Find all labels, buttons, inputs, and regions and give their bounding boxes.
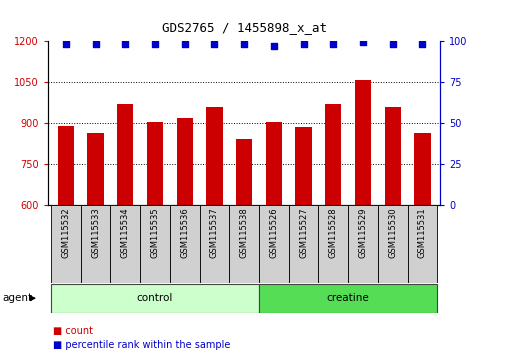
Bar [347,205,377,283]
Point [299,41,307,47]
Bar [407,205,436,283]
Point [62,41,70,47]
Text: creatine: creatine [326,293,369,303]
Text: GSM115535: GSM115535 [150,208,159,258]
Text: GSM115533: GSM115533 [91,208,100,258]
Bar [318,205,347,283]
Text: GSM115536: GSM115536 [180,208,189,258]
Point [121,41,129,47]
Point [180,41,188,47]
Bar [259,205,288,283]
Bar [354,80,370,205]
Text: GSM115526: GSM115526 [269,208,278,258]
Point [210,41,218,47]
Bar [265,122,281,205]
Bar [146,122,163,205]
Point [358,40,366,45]
Bar [377,205,407,283]
Text: GDS2765 / 1455898_x_at: GDS2765 / 1455898_x_at [161,21,326,34]
Point [269,43,277,48]
Bar [176,118,192,205]
Bar [259,284,436,313]
Bar [51,284,259,313]
Text: GSM115530: GSM115530 [387,208,396,258]
Text: agent: agent [3,293,33,303]
Point [91,41,99,47]
Text: ■ percentile rank within the sample: ■ percentile rank within the sample [53,340,230,350]
Bar [206,107,222,205]
Bar [51,205,81,283]
Bar [117,104,133,205]
Bar [235,139,252,205]
Bar [87,133,104,205]
Text: GSM115531: GSM115531 [417,208,426,258]
Text: GSM115528: GSM115528 [328,208,337,258]
Bar [288,205,318,283]
Bar [170,205,199,283]
Point [240,41,248,47]
Bar [324,104,341,205]
Bar [140,205,170,283]
Text: control: control [136,293,173,303]
Text: GSM115534: GSM115534 [121,208,130,258]
Bar [295,127,311,205]
Bar [81,205,110,283]
Point [418,41,426,47]
Text: GSM115538: GSM115538 [239,208,248,258]
Bar [58,126,74,205]
Point [388,41,396,47]
Text: ■ count: ■ count [53,326,93,336]
Point [150,41,159,47]
Bar [414,133,430,205]
Point [329,41,337,47]
Bar [384,107,400,205]
Text: GSM115529: GSM115529 [358,208,367,258]
Text: GSM115532: GSM115532 [61,208,70,258]
Text: GSM115527: GSM115527 [298,208,308,258]
Bar [199,205,229,283]
Bar [110,205,140,283]
Bar [229,205,259,283]
Text: GSM115537: GSM115537 [210,208,219,258]
